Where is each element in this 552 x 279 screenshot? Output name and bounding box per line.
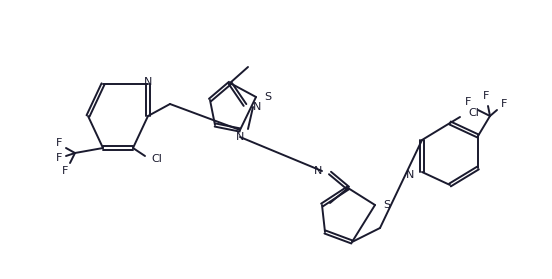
Text: N: N [253, 102, 262, 112]
Text: N: N [314, 166, 322, 176]
Text: N: N [406, 170, 414, 180]
Text: F: F [465, 97, 471, 107]
Text: F: F [56, 138, 62, 148]
Text: Cl: Cl [468, 108, 479, 118]
Text: F: F [501, 99, 507, 109]
Text: S: S [264, 92, 271, 102]
Text: N: N [236, 132, 244, 142]
Text: S: S [383, 200, 390, 210]
Text: Cl: Cl [151, 154, 162, 164]
Text: N: N [144, 77, 152, 87]
Text: F: F [56, 153, 62, 163]
Text: F: F [62, 166, 68, 176]
Text: F: F [483, 91, 489, 101]
